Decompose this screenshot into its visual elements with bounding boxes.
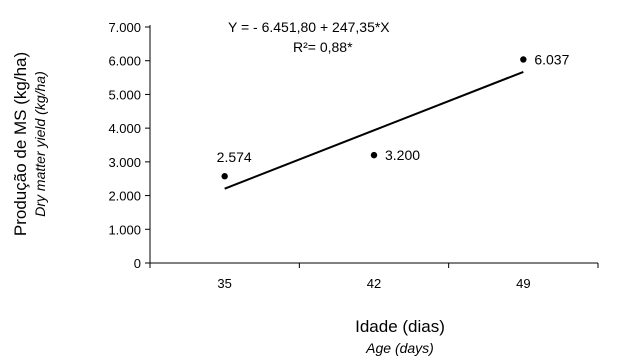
data-label: 3.200 xyxy=(385,147,420,163)
x-ticks: 35 42 49 xyxy=(149,263,599,291)
point-labels-group: 2.574 3.200 6.037 xyxy=(217,51,570,165)
x-tick-label: 35 xyxy=(217,276,231,291)
data-label: 2.574 xyxy=(217,149,252,165)
y-tick-label: 0 xyxy=(134,256,141,271)
points-group xyxy=(221,56,527,180)
y-axis-title: Produção de MS (kg/ha) xyxy=(11,52,30,236)
y-tick-label: 1.000 xyxy=(108,222,141,237)
x-tick-label: 49 xyxy=(516,276,530,291)
y-tick-label: 5.000 xyxy=(108,87,141,102)
data-point xyxy=(221,173,228,180)
data-point xyxy=(370,151,378,159)
trendline xyxy=(224,70,524,190)
data-label: 6.037 xyxy=(534,51,569,67)
x-axis-subtitle: Age (days) xyxy=(365,340,434,356)
data-point xyxy=(520,56,527,63)
y-ticks: 0 1.000 2.000 3.000 4.000 5.000 6.000 7.000 xyxy=(108,20,150,271)
y-tick-label: 4.000 xyxy=(108,121,141,136)
y-tick-label: 3.000 xyxy=(108,155,141,170)
y-tick-label: 6.000 xyxy=(108,54,141,69)
y-tick-label: 2.000 xyxy=(108,189,141,204)
y-axis-subtitle: Dry matter yield (kg/ha) xyxy=(32,71,48,216)
y-tick-label: 7.000 xyxy=(108,20,141,35)
x-tick-label: 42 xyxy=(367,276,381,291)
axes xyxy=(149,25,598,264)
equation-label: Y = - 6.451,80 + 247,35*X xyxy=(228,19,390,35)
trendline-group xyxy=(224,70,524,190)
r-squared-label: R²= 0,88* xyxy=(293,39,353,55)
x-axis-title: Idade (dias) xyxy=(355,317,445,336)
